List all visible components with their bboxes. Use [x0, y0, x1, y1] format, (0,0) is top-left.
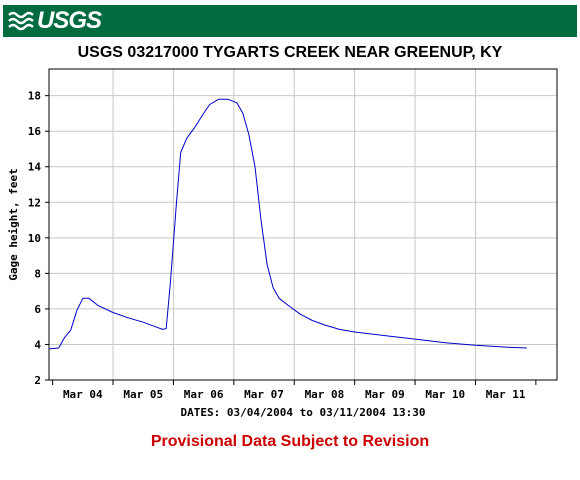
usgs-wave-icon	[8, 11, 34, 31]
y-tick-label: 16	[28, 125, 42, 138]
chart-series	[49, 98, 527, 350]
x-axis-label: DATES: 03/04/2004 to 03/11/2004 13:30	[180, 406, 425, 419]
x-tick-label: Mar 04	[63, 388, 103, 401]
x-tick-label: Mar 09	[365, 388, 405, 401]
usgs-logo[interactable]: USGS	[8, 7, 102, 35]
y-tick-label: 2	[34, 374, 41, 387]
gage-height-series-line	[49, 98, 527, 350]
plot-frame	[48, 68, 558, 381]
y-tick-label: 18	[28, 90, 41, 103]
y-tick-label: 14	[28, 161, 42, 174]
y-tick-label: 12	[28, 196, 41, 209]
provisional-notice: Provisional Data Subject to Revision	[150, 433, 430, 450]
y-axis-ticks: 2 4 6 8 10 12 14 16 18	[28, 90, 49, 387]
usgs-logo-text: USGS	[37, 7, 102, 34]
y-tick-label: 8	[34, 267, 41, 280]
y-tick-label: 6	[34, 303, 41, 316]
y-axis-label: Gage height, feet	[7, 168, 20, 281]
usgs-banner: USGS	[3, 5, 577, 37]
x-tick-label: Mar 08	[305, 388, 345, 401]
x-tick-label: Mar 11	[486, 388, 526, 401]
x-tick-label: Mar 06	[184, 388, 224, 401]
x-tick-label: Mar 07	[244, 388, 284, 401]
chart-title: USGS 03217000 TYGARTS CREEK NEAR GREENUP…	[77, 44, 503, 61]
y-tick-label: 10	[28, 232, 41, 245]
x-tick-label: Mar 05	[123, 388, 163, 401]
x-tick-label: Mar 10	[425, 388, 465, 401]
x-axis-ticks: Mar 04 Mar 05 Mar 06 Mar 07 Mar 08 Mar 09 Mar …	[52, 380, 537, 401]
chart-grid	[49, 69, 557, 381]
y-tick-label: 4	[34, 338, 41, 351]
